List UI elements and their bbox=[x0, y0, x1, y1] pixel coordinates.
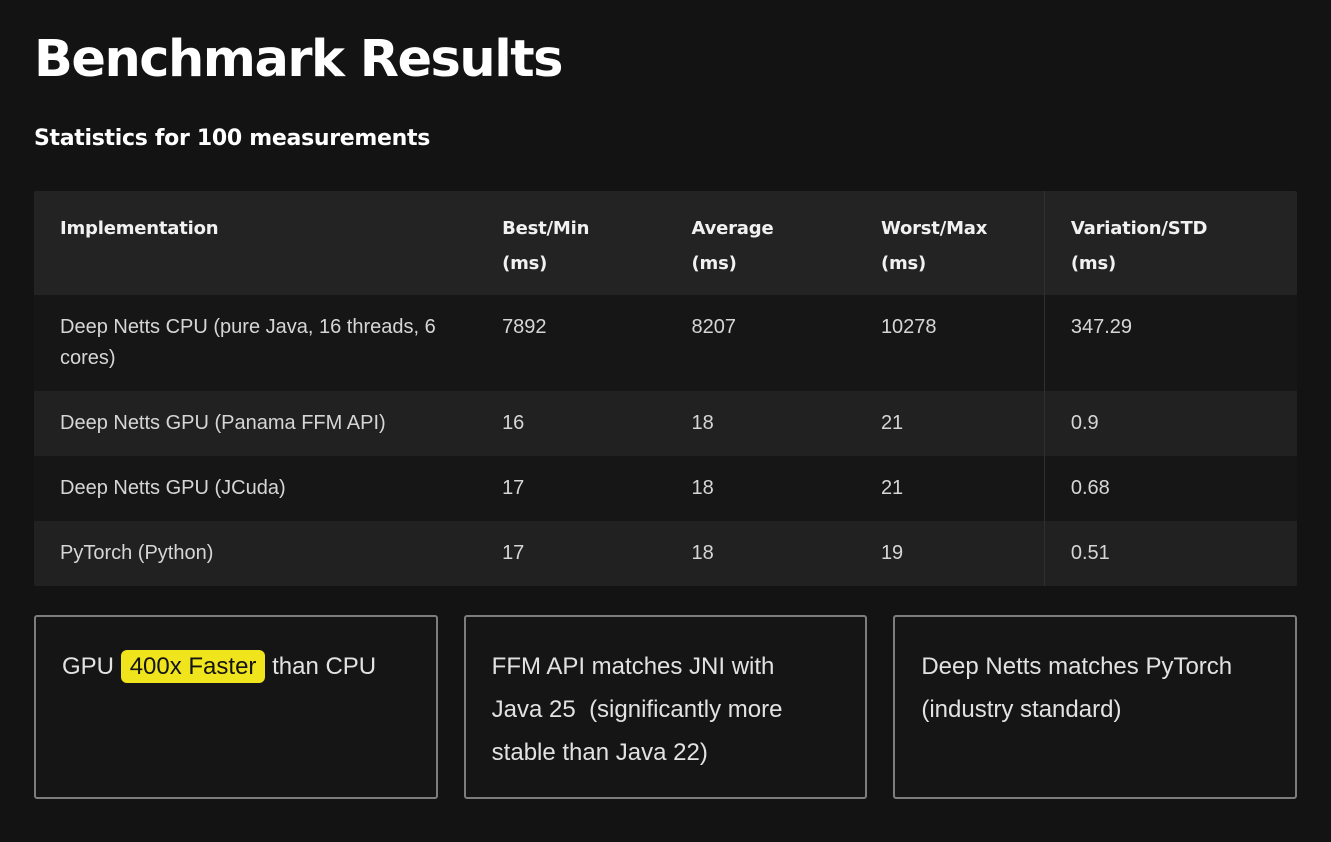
column-header-best-min: Best/Min (ms) bbox=[476, 191, 666, 296]
callout-text-suffix: than CPU bbox=[265, 653, 377, 681]
cell-best-min: 17 bbox=[476, 521, 666, 587]
column-unit: (ms) bbox=[502, 253, 548, 275]
callout-text: GPU 400x Faster than CPU bbox=[62, 645, 394, 688]
column-unit: (ms) bbox=[1070, 253, 1116, 275]
table-header-row: Implementation Best/Min (ms) Average (ms) … bbox=[34, 191, 1297, 296]
slide: { "page": { "title": "Benchmark Results"… bbox=[0, 30, 1331, 842]
column-label: Variation/STD bbox=[1070, 218, 1208, 240]
cell-variation-std: 0.51 bbox=[1043, 521, 1297, 587]
cell-implementation: Deep Netts GPU (Panama FFM API) bbox=[34, 391, 477, 457]
highlight-badge: 400x Faster bbox=[120, 650, 266, 684]
table-row-pytorch: PyTorch (Python) 17 18 19 0.51 bbox=[34, 521, 1297, 587]
callout-text-prefix: GPU bbox=[62, 653, 121, 681]
cell-worst-max: 21 bbox=[854, 456, 1045, 522]
page-title: Benchmark Results bbox=[34, 30, 563, 89]
callout-row: GPU 400x Faster than CPU FFM API matches… bbox=[34, 615, 1298, 800]
page-subtitle: Statistics for 100 measurements bbox=[34, 126, 431, 152]
cell-worst-max: 10278 bbox=[854, 295, 1045, 392]
callout-gpu-faster: GPU 400x Faster than CPU bbox=[34, 615, 438, 800]
callout-ffm-api: FFM API matches JNI with Java 25 (signif… bbox=[463, 615, 868, 800]
column-label: Best/Min bbox=[502, 218, 590, 240]
cell-implementation: PyTorch (Python) bbox=[34, 521, 477, 587]
column-header-implementation: Implementation bbox=[34, 191, 477, 296]
cell-average: 18 bbox=[665, 391, 855, 457]
table-row-deep-netts-cpu: Deep Netts CPU (pure Java, 16 threads, 6… bbox=[34, 295, 1297, 392]
cell-variation-std: 0.9 bbox=[1043, 391, 1297, 457]
callout-text: Deep Netts matches PyTorch (industry sta… bbox=[921, 653, 1239, 724]
column-header-variation-std: Variation/STD (ms) bbox=[1043, 191, 1297, 296]
cell-best-min: 7892 bbox=[476, 295, 666, 392]
table-row-deep-netts-gpu-jcuda: Deep Netts GPU (JCuda) 17 18 21 0.68 bbox=[34, 456, 1297, 522]
cell-worst-max: 21 bbox=[854, 391, 1045, 457]
column-header-average: Average (ms) bbox=[665, 191, 855, 296]
cell-worst-max: 19 bbox=[854, 521, 1045, 587]
callout-text: FFM API matches JNI with Java 25 (signif… bbox=[491, 653, 790, 767]
table-row-deep-netts-gpu-panama: Deep Netts GPU (Panama FFM API) 16 18 21… bbox=[34, 391, 1297, 457]
cell-best-min: 16 bbox=[476, 391, 666, 457]
column-header-worst-max: Worst/Max (ms) bbox=[854, 191, 1045, 296]
cell-average: 18 bbox=[665, 456, 855, 522]
cell-best-min: 17 bbox=[476, 456, 666, 522]
cell-average: 18 bbox=[665, 521, 855, 587]
cell-implementation: Deep Netts GPU (JCuda) bbox=[34, 456, 477, 522]
callout-pytorch-match: Deep Netts matches PyTorch (industry sta… bbox=[893, 615, 1298, 800]
cell-average: 8207 bbox=[665, 295, 855, 392]
column-unit: (ms) bbox=[880, 253, 927, 275]
cell-variation-std: 0.68 bbox=[1043, 456, 1297, 522]
benchmark-table: Implementation Best/Min (ms) Average (ms) … bbox=[34, 191, 1297, 587]
cell-implementation: Deep Netts CPU (pure Java, 16 threads, 6… bbox=[34, 295, 477, 392]
column-label: Worst/Max bbox=[880, 218, 988, 240]
cell-variation-std: 347.29 bbox=[1043, 295, 1297, 392]
column-label: Average bbox=[691, 218, 774, 240]
column-label: Implementation bbox=[60, 218, 219, 240]
column-unit: (ms) bbox=[691, 253, 737, 275]
